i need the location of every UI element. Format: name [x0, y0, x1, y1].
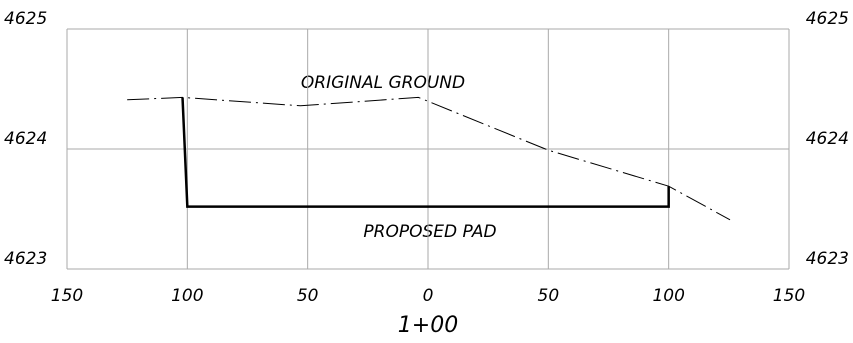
x-axis-label: 1+00 [398, 313, 458, 338]
x-tick-label: 50 [538, 286, 560, 306]
line-series [127, 96, 731, 221]
annotation: PROPOSED PAD [363, 222, 496, 242]
y-tick-label: 4624 [4, 129, 47, 149]
annotation: ORIGINAL GROUND [301, 73, 465, 93]
x-tick-label: 150 [51, 286, 83, 306]
x-tick-label: 100 [171, 286, 203, 306]
x-tick-label: 50 [297, 286, 319, 306]
y-tick-label: 4625 [4, 9, 47, 29]
x-tick-label: 150 [773, 286, 805, 306]
y-tick-label: 4624 [806, 129, 849, 149]
x-tick-label: 100 [652, 286, 684, 306]
x-tick-label: 0 [423, 286, 434, 306]
y-tick-label: 4625 [806, 9, 849, 29]
y-tick-label: 4623 [806, 249, 849, 269]
y-tick-label: 4623 [4, 249, 47, 269]
line-series [181, 97, 670, 208]
